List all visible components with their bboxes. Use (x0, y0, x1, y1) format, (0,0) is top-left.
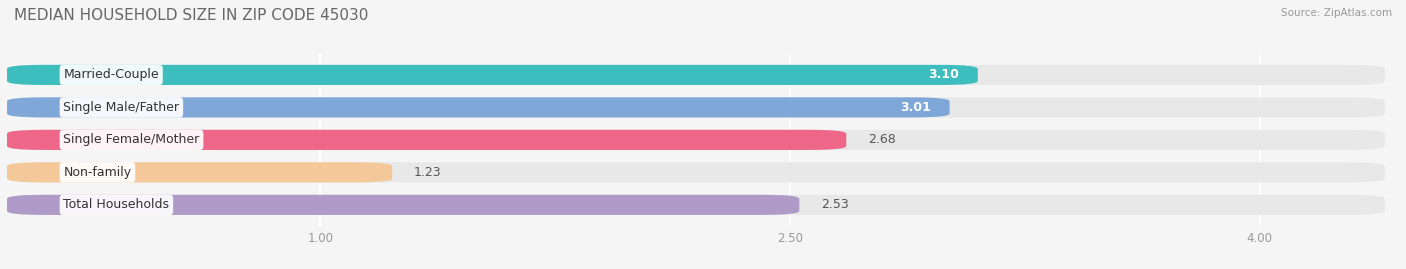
Text: Source: ZipAtlas.com: Source: ZipAtlas.com (1281, 8, 1392, 18)
Text: MEDIAN HOUSEHOLD SIZE IN ZIP CODE 45030: MEDIAN HOUSEHOLD SIZE IN ZIP CODE 45030 (14, 8, 368, 23)
Text: 3.01: 3.01 (900, 101, 931, 114)
Text: 1.23: 1.23 (415, 166, 441, 179)
FancyBboxPatch shape (7, 65, 977, 85)
Text: Single Male/Father: Single Male/Father (63, 101, 180, 114)
FancyBboxPatch shape (7, 195, 799, 215)
Text: Total Households: Total Households (63, 198, 169, 211)
FancyBboxPatch shape (7, 195, 1385, 215)
Text: Married-Couple: Married-Couple (63, 68, 159, 82)
FancyBboxPatch shape (7, 130, 1385, 150)
FancyBboxPatch shape (7, 65, 1385, 85)
Text: 2.53: 2.53 (821, 198, 849, 211)
FancyBboxPatch shape (7, 162, 392, 182)
Text: Non-family: Non-family (63, 166, 132, 179)
FancyBboxPatch shape (7, 97, 949, 118)
FancyBboxPatch shape (7, 130, 846, 150)
FancyBboxPatch shape (7, 97, 1385, 118)
Text: 3.10: 3.10 (928, 68, 959, 82)
Text: Single Female/Mother: Single Female/Mother (63, 133, 200, 146)
Text: 2.68: 2.68 (869, 133, 896, 146)
FancyBboxPatch shape (7, 162, 1385, 182)
